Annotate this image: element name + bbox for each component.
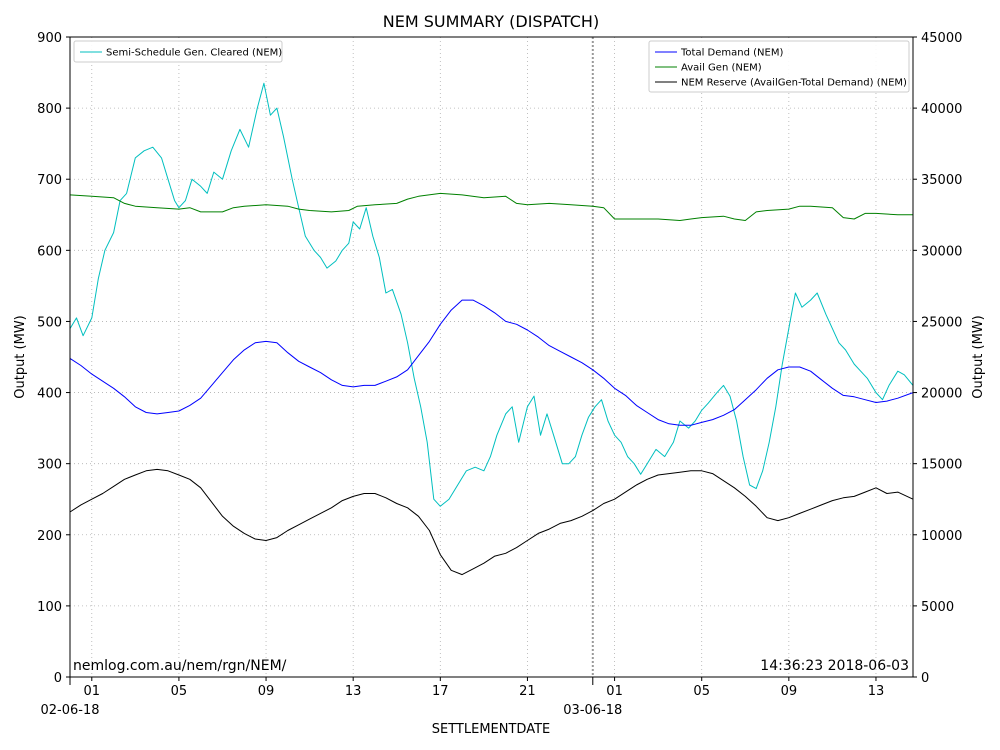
right-y-tick-label: 0: [921, 671, 929, 686]
left-y-tick-label: 600: [37, 244, 62, 259]
x-tick-label: 01: [84, 684, 101, 699]
left-y-tick-label: 500: [37, 315, 62, 330]
legend-box: [73, 40, 283, 63]
left-y-tick-label: 700: [37, 173, 62, 188]
legend-entry: NEM Reserve (AvailGen-Total Demand) (NEM…: [681, 78, 907, 89]
series-line-2: [69, 192, 913, 221]
series-line-1: [69, 299, 914, 426]
x-tick-label: 05: [693, 684, 710, 699]
x-tick-label: 13: [868, 684, 885, 699]
left-y-tick-label: 400: [37, 387, 62, 402]
source-url: nemlog.com.au/nem/rgn/NEM/: [73, 658, 287, 674]
legend-entry: Total Demand (NEM): [680, 48, 783, 59]
legend-entry: Semi-Schedule Gen. Cleared (NEM): [106, 48, 282, 59]
left-y-tick-label: 800: [37, 102, 62, 117]
left-y-axis: 0 100 200 300 400 500 600 700 800 900: [37, 31, 70, 686]
right-y-tick-label: 15000: [921, 458, 962, 473]
series-line-3: [69, 468, 914, 576]
right-y-tick-label: 5000: [921, 600, 954, 615]
left-y-tick-label: 0: [54, 671, 62, 686]
left-y-tick-label: 900: [37, 31, 62, 46]
series-line-0: [69, 82, 914, 507]
x-tick-label: 09: [258, 684, 275, 699]
x-tick-label: 21: [519, 684, 536, 699]
right-y-tick-label: 45000: [921, 31, 962, 46]
x-tick-label: 17: [432, 684, 449, 699]
x-axis: 01 05 09 13 17 21 01 05 09 13 02-06-18 03-06-18: [40, 677, 884, 718]
plot-frame: [69, 36, 914, 678]
x-tick-label: 01: [606, 684, 623, 699]
legend-box: [648, 40, 910, 93]
chart-title: NEM SUMMARY (DISPATCH): [383, 12, 599, 31]
right-y-axis-label: Output (MW): [971, 315, 986, 399]
right-y-tick-label: 40000: [921, 102, 962, 117]
left-y-axis-label: Output (MW): [13, 315, 28, 399]
date-label: 02-06-18: [40, 703, 99, 718]
right-y-tick-label: 20000: [921, 387, 962, 402]
right-y-tick-label: 35000: [921, 173, 962, 188]
left-y-tick-label: 100: [37, 600, 62, 615]
x-tick-label: 05: [171, 684, 188, 699]
right-y-tick-label: 30000: [921, 244, 962, 259]
legend-right: Total Demand (NEM) Avail Gen (NEM) NEM Res…: [648, 40, 910, 93]
timestamp: 14:36:23 2018-06-03: [760, 658, 909, 674]
left-y-tick-label: 200: [37, 529, 62, 544]
x-tick-label: 13: [345, 684, 362, 699]
x-axis-label: SETTLEMENTDATE: [432, 722, 551, 737]
legend-left: Semi-Schedule Gen. Cleared (NEM): [73, 40, 283, 63]
legend-entry: Avail Gen (NEM): [681, 63, 762, 74]
plot-series: [69, 82, 914, 576]
right-y-tick-label: 10000: [921, 529, 962, 544]
right-y-tick-label: 25000: [921, 315, 962, 330]
x-tick-label: 09: [781, 684, 798, 699]
date-label: 03-06-18: [563, 703, 622, 718]
left-y-tick-label: 300: [37, 458, 62, 473]
gridlines: [70, 37, 913, 677]
right-y-axis: 0 5000 10000 15000 20000 25000 30000 35000 40000…: [913, 31, 962, 686]
